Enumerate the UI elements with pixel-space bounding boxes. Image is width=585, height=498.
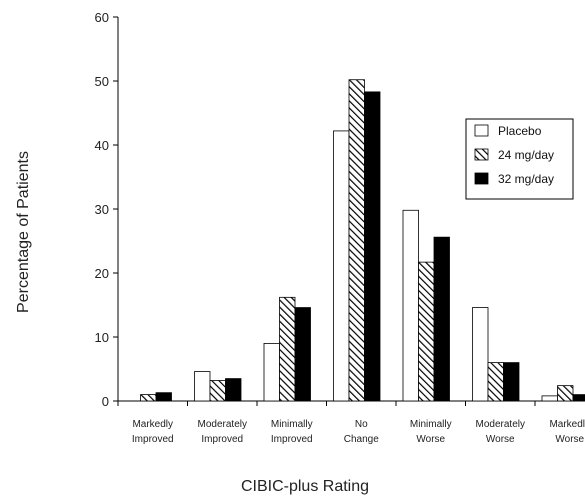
- bar: [472, 307, 489, 402]
- legend-label: 32 mg/day: [498, 172, 554, 186]
- y-tick-label: 50: [95, 74, 109, 89]
- x-axis: [117, 400, 585, 406]
- legend-swatch: [474, 124, 489, 137]
- category-label: Change: [344, 434, 379, 445]
- category-label: Markedly: [132, 419, 173, 430]
- category-label: Worse: [416, 434, 445, 445]
- category-label: Minimally: [410, 419, 452, 430]
- y-axis: 0 10 20 30 40 50 60: [95, 10, 119, 409]
- y-tick-label: 20: [95, 266, 109, 281]
- category-label: Minimally: [271, 419, 313, 430]
- legend-swatch: [474, 148, 489, 161]
- legend-label: 24 mg/day: [498, 148, 554, 162]
- bar: [263, 342, 280, 402]
- category-label: Improved: [132, 434, 174, 445]
- legend-label: Placebo: [498, 124, 542, 138]
- category-label: Improved: [201, 434, 243, 445]
- category-label: No: [355, 419, 368, 430]
- x-axis-title: CIBIC-plus Rating: [241, 478, 369, 495]
- y-tick-label: 10: [95, 330, 109, 345]
- bar: [418, 261, 435, 402]
- y-tick-label: 0: [102, 394, 109, 409]
- legend-swatch: [474, 172, 489, 185]
- bar: [209, 380, 226, 402]
- category-label: Worse: [555, 434, 584, 445]
- bar: [487, 362, 504, 402]
- bar: [225, 378, 242, 402]
- bar: [364, 91, 381, 402]
- bars: [140, 79, 585, 402]
- bar: [194, 371, 211, 402]
- bar: [572, 394, 585, 402]
- bar: [402, 209, 419, 402]
- category-label: Worse: [486, 434, 515, 445]
- category-label: Moderately: [198, 419, 247, 430]
- legend: Placebo 24 mg/day 32 mg/day: [465, 118, 574, 200]
- bar: [279, 296, 296, 402]
- category-label: Improved: [271, 434, 313, 445]
- bar: [503, 362, 520, 402]
- y-tick-label: 60: [95, 10, 109, 25]
- bar: [155, 392, 172, 402]
- bar: [433, 236, 450, 402]
- bar: [333, 130, 350, 402]
- bar: [348, 79, 365, 402]
- bar: [557, 385, 574, 402]
- y-tick-label: 40: [95, 138, 109, 153]
- bar: [294, 307, 311, 402]
- y-axis-title: Percentage of Patients: [15, 151, 32, 313]
- bar: [541, 395, 558, 402]
- bar: [140, 394, 157, 402]
- category-label: Moderately: [476, 419, 525, 430]
- category-labels: Markedly Improved Moderately Improved Minima…: [132, 419, 585, 445]
- y-tick-label: 30: [95, 202, 109, 217]
- category-label: Markedly: [549, 419, 585, 430]
